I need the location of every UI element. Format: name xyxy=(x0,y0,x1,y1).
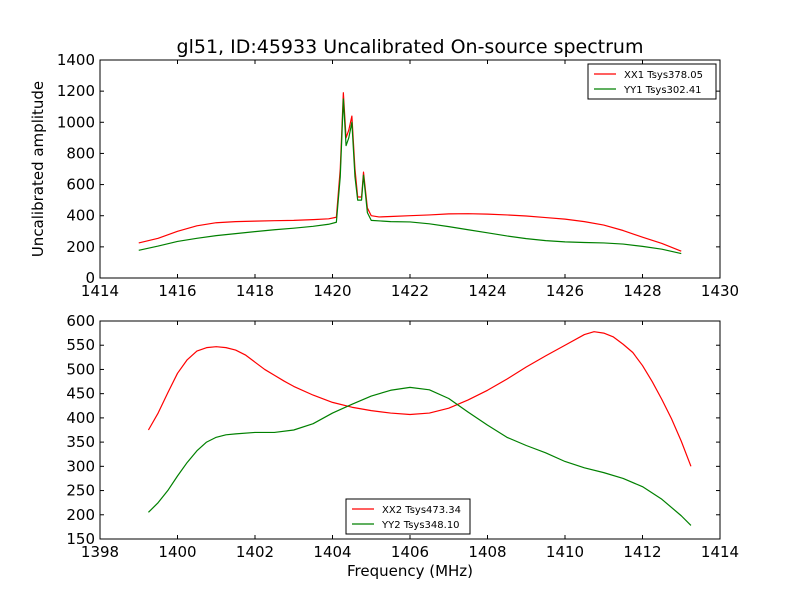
x-tick-label: 1424 xyxy=(468,282,506,300)
y-tick-label: 450 xyxy=(66,385,95,403)
chart-title: gl51, ID:45933 Uncalibrated On-source sp… xyxy=(177,36,644,58)
series-line-0-0 xyxy=(138,92,682,252)
x-tick-label: 1400 xyxy=(158,543,196,561)
y-tick-label: 1400 xyxy=(57,51,95,69)
x-tick-label: 1406 xyxy=(391,543,429,561)
y-tick-label: 250 xyxy=(66,482,95,500)
y-tick-label: 1000 xyxy=(57,113,95,131)
x-tick-label: 1414 xyxy=(81,282,119,300)
x-tick-label: 1416 xyxy=(158,282,196,300)
x-tick-label: 1420 xyxy=(313,282,351,300)
x-tick-label: 1404 xyxy=(313,543,351,561)
legend-box xyxy=(345,498,471,535)
x-tick-label: 1418 xyxy=(236,282,274,300)
y-tick-label: 1200 xyxy=(57,82,95,100)
y-tick-label: 800 xyxy=(66,144,95,162)
y-tick-label: 200 xyxy=(66,238,95,256)
y-tick-label: 500 xyxy=(66,360,95,378)
series-line-0-1 xyxy=(138,98,682,255)
x-tick-label: 1398 xyxy=(81,543,119,561)
legend-label: XX1 Tsys378.05 xyxy=(624,70,703,81)
legend-box xyxy=(587,63,717,100)
y-tick-label: 0 xyxy=(85,269,95,287)
x-tick-label: 1430 xyxy=(701,282,739,300)
y-tick-label: 550 xyxy=(66,336,95,354)
legend: XX1 Tsys378.05 YY1 Tsys302.41 xyxy=(587,63,717,100)
lower-spectrum-plot: 1398 1400 1402 1404 1406 1408 1410 1412 1414 150 2… xyxy=(66,312,739,580)
y-tick-label: 200 xyxy=(66,506,95,524)
upper-spectrum-plot: 1414 1416 1418 1420 1422 1424 1426 1428 1430 0 200… xyxy=(29,51,739,300)
x-tick-label: 1410 xyxy=(546,543,584,561)
y-tick-label: 350 xyxy=(66,433,95,451)
legend-label: YY1 Tsys302.41 xyxy=(623,85,702,96)
x-tick-label: 1408 xyxy=(468,543,506,561)
x-tick-label: 1422 xyxy=(391,282,429,300)
y-tick-label: 150 xyxy=(66,530,95,548)
series-line-1-1 xyxy=(148,386,692,526)
x-tick-label: 1402 xyxy=(236,543,274,561)
series-line-1-0 xyxy=(147,331,692,467)
x-tick-label: 1426 xyxy=(546,282,584,300)
y-tick-label: 300 xyxy=(66,457,95,475)
x-tick-label: 1414 xyxy=(701,543,739,561)
legend: XX2 Tsys473.34 YY2 Tsys348.10 xyxy=(345,498,471,535)
x-tick-label: 1412 xyxy=(623,543,661,561)
legend-label: YY2 Tsys348.10 xyxy=(381,520,460,531)
x-tick-label: 1428 xyxy=(623,282,661,300)
x-axis-label: Frequency (MHz) xyxy=(347,562,473,580)
y-tick-label: 400 xyxy=(66,409,95,427)
y-axis-label: Uncalibrated amplitude xyxy=(29,81,47,257)
legend-label: XX2 Tsys473.34 xyxy=(382,505,461,516)
y-tick-label: 600 xyxy=(66,312,95,330)
y-tick-label: 600 xyxy=(66,176,95,194)
y-tick-label: 400 xyxy=(66,207,95,225)
